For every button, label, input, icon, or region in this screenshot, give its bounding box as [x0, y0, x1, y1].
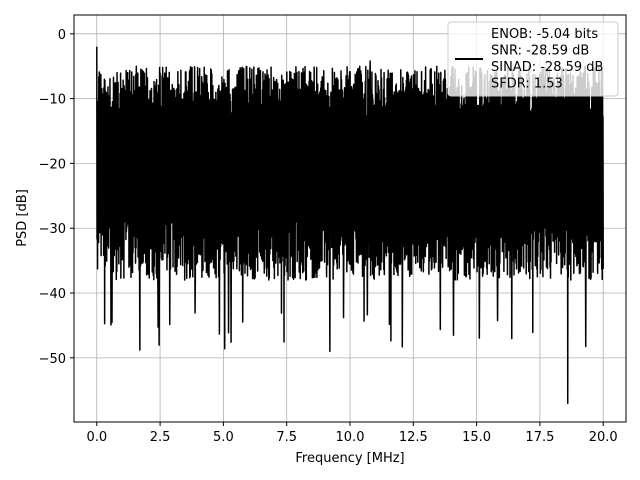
y-tick-label: −30	[39, 222, 66, 237]
y-axis-ticks: 0 −10 −20 −30 −40 −50	[39, 28, 74, 367]
x-tick-label: 5.0	[213, 430, 234, 445]
legend-line-text: SINAD: -28.59 dB	[491, 60, 603, 75]
y-tick-label: −10	[39, 93, 66, 108]
y-tick-label: −40	[39, 287, 66, 302]
y-axis-label: PSD [dB]	[15, 189, 30, 247]
x-tick-label: 7.5	[276, 430, 297, 445]
legend-box	[447, 21, 619, 97]
legend-label: ENOB: -5.04 bits SNR: -28.59 dB SINAD: -28…	[491, 27, 603, 92]
legend-line-text: SNR: -28.59 dB	[491, 44, 589, 59]
x-axis-label: Frequency [MHz]	[295, 451, 404, 466]
plot-area	[96, 46, 604, 404]
x-tick-label: 20.0	[589, 430, 618, 445]
legend-line-text: ENOB: -5.04 bits	[491, 27, 598, 42]
x-tick-label: 0.0	[86, 430, 107, 445]
legend: ENOB: -5.04 bits SNR: -28.59 dB SINAD: -28…	[447, 21, 619, 97]
y-tick-label: −50	[39, 352, 66, 367]
y-tick-label: 0	[58, 28, 66, 43]
psd-series-line	[96, 46, 604, 404]
legend-line-text: SFDR: 1.53	[491, 77, 563, 92]
y-tick-label: −20	[39, 157, 66, 172]
x-tick-label: 17.5	[525, 430, 554, 445]
x-tick-label: 15.0	[462, 430, 491, 445]
x-axis-ticks: 0.0 2.5 5.0 7.5 10.0 12.5 15.0 17.5 20.0	[86, 422, 618, 445]
x-tick-label: 10.0	[336, 430, 365, 445]
x-tick-label: 2.5	[150, 430, 171, 445]
x-tick-label: 12.5	[399, 430, 428, 445]
